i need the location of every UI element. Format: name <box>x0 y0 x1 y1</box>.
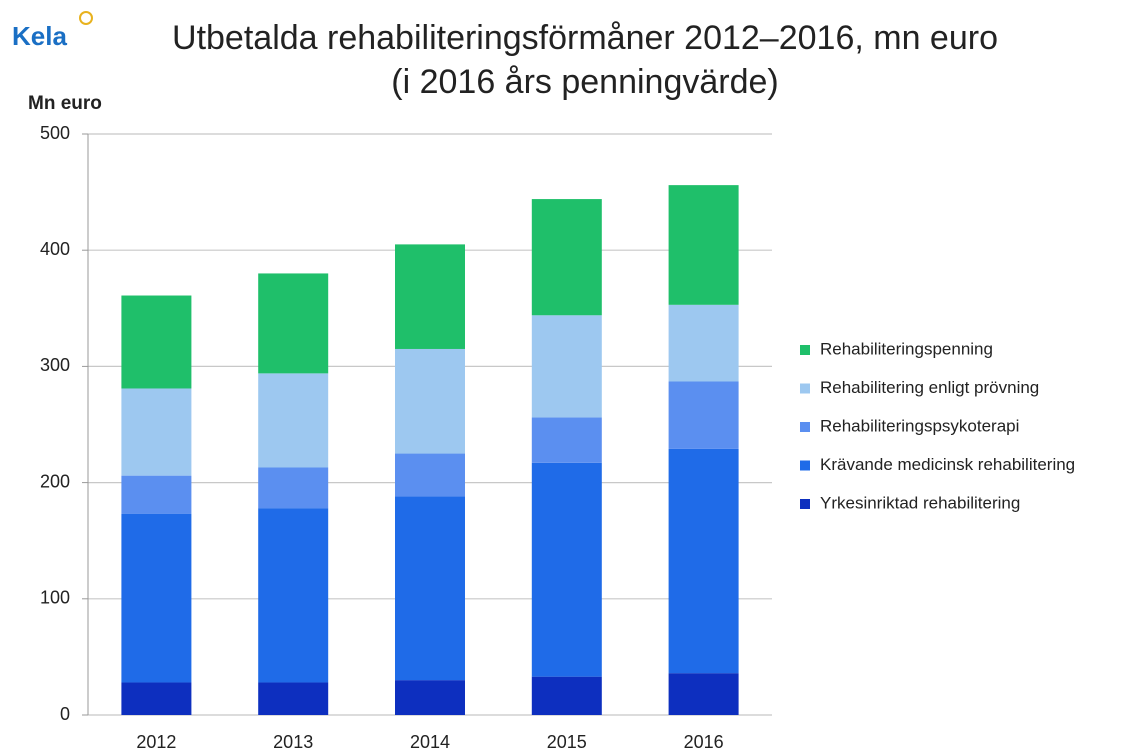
x-tick-label: 2012 <box>136 732 176 752</box>
legend-label: Rehabiliteringspenning <box>820 339 993 358</box>
legend-label: Rehabiliteringspsykoterapi <box>820 416 1019 435</box>
bar-segment <box>121 682 192 715</box>
bar-segment <box>258 273 329 374</box>
x-tick-label: 2015 <box>547 732 587 752</box>
y-tick-label: 400 <box>40 239 70 259</box>
bar-segment <box>121 388 192 476</box>
bar-segment <box>395 453 465 497</box>
chart-title: Utbetalda rehabiliteringsförmåner 2012–2… <box>172 19 998 57</box>
bar-segment <box>668 673 739 715</box>
bar-segment <box>531 417 602 463</box>
y-tick-label: 500 <box>40 123 70 143</box>
logo: Kela <box>12 21 67 51</box>
bar-segment <box>531 315 602 418</box>
y-tick-label: 0 <box>60 704 70 724</box>
legend-label: Rehabilitering enligt prövning <box>820 378 1039 397</box>
y-tick-label: 300 <box>40 355 70 375</box>
legend-label: Krävande medicinsk rehabilitering <box>820 455 1075 474</box>
y-tick-label: 100 <box>40 588 70 608</box>
x-tick-label: 2016 <box>684 732 724 752</box>
bar-segment <box>668 304 739 382</box>
bar-segment <box>395 496 465 681</box>
bar-segment <box>668 381 739 449</box>
legend-label: Yrkesinriktad rehabilitering <box>820 493 1020 512</box>
bar-segment <box>258 682 329 715</box>
bar-segment <box>395 680 465 715</box>
legend-swatch <box>800 383 810 394</box>
bar-segment <box>531 462 602 677</box>
bar-segment <box>258 373 329 468</box>
y-axis-label: Mn euro <box>28 93 102 114</box>
legend-swatch <box>800 499 810 509</box>
bar-segment <box>121 513 192 683</box>
bar-segment <box>258 467 329 509</box>
legend-swatch <box>800 460 810 471</box>
bar-segment <box>531 676 602 715</box>
bar-segment <box>668 185 739 305</box>
bar-segment <box>395 348 465 454</box>
bar-segment <box>668 448 739 674</box>
x-tick-label: 2013 <box>273 732 313 752</box>
chart-subtitle: (i 2016 års penningvärde) <box>391 63 778 101</box>
bar-segment <box>121 295 192 389</box>
bar-segment <box>121 475 192 514</box>
y-tick-label: 200 <box>40 471 70 491</box>
legend-swatch <box>800 422 810 432</box>
bar-segment <box>531 199 602 316</box>
bar-segment <box>258 508 329 683</box>
bar-segment <box>395 244 465 349</box>
x-tick-label: 2014 <box>410 732 450 752</box>
logo-mark <box>79 11 93 25</box>
legend-swatch <box>800 345 810 355</box>
